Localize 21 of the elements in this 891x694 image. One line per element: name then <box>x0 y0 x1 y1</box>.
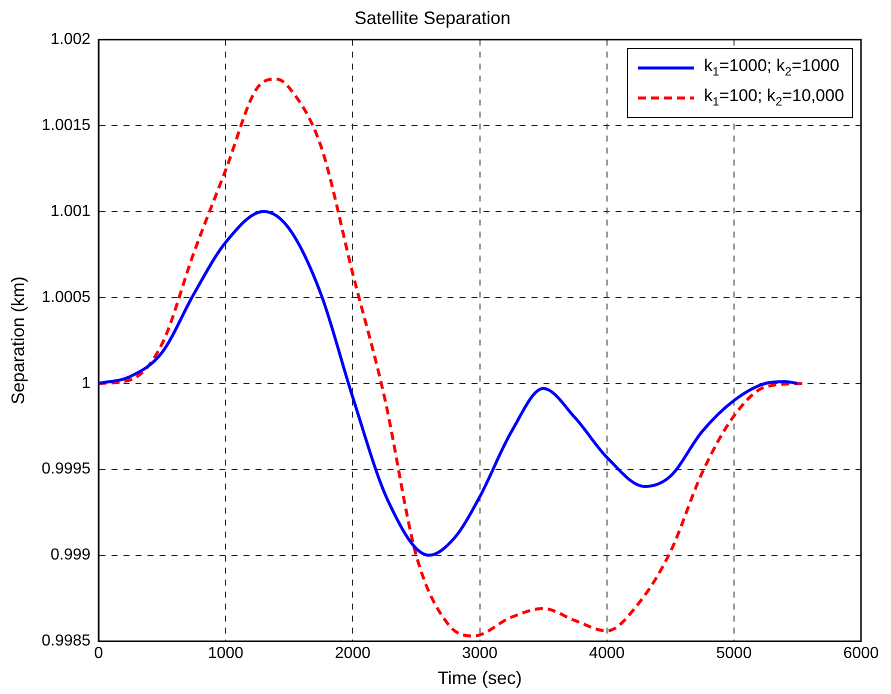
legend-label: k$_{1}$=100; k$_{2}$=10,000 <box>704 86 844 109</box>
x-tick-label: 2000 <box>334 645 371 662</box>
x-tick-label: 1000 <box>208 645 244 662</box>
y-tick-label: 1.001 <box>50 202 91 220</box>
line-series <box>98 210 799 557</box>
x-tick-label: 4000 <box>589 645 625 662</box>
x-tick-label: 3000 <box>462 645 498 662</box>
y-tick-label: 1.0015 <box>42 116 91 134</box>
x-tick-label: 0 <box>94 645 104 662</box>
x-tick-label: 5000 <box>716 645 752 662</box>
x-axis-title: Time (sec) <box>438 668 522 688</box>
y-tick-label: 0.999 <box>50 546 91 564</box>
y-axis-title: Separation (km) <box>8 276 28 404</box>
y-tick-label: 0.9985 <box>42 632 91 650</box>
y-tick-label: 1.002 <box>50 31 91 48</box>
y-tick-label: 1.0005 <box>42 288 91 306</box>
x-tick-label: 6000 <box>843 645 879 662</box>
y-tick-label: 0.9995 <box>42 460 91 478</box>
legend-label: k$_{1}$=1000; k$_{2}$=1000 <box>704 56 840 79</box>
y-tick-label: 1 <box>82 374 91 392</box>
chart-title: Satellite Separation <box>354 8 511 28</box>
